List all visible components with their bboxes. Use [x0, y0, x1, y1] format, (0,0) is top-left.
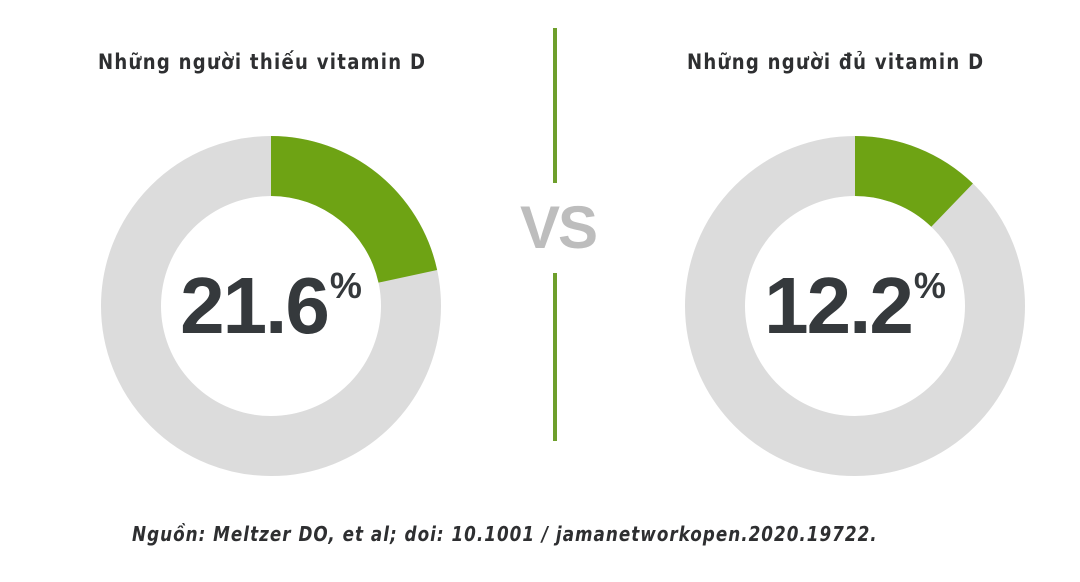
donut-segment-highlight: [271, 136, 438, 283]
vs-label: VS: [519, 194, 598, 261]
divider-line-bottom: [553, 273, 557, 441]
center-value: 12.2 %: [685, 136, 1025, 476]
percent-sign: %: [913, 265, 946, 306]
donut-segment-highlight: [855, 136, 973, 227]
divider-line-top: [553, 28, 557, 183]
right-chart-title: Những người đủ vitamin D: [687, 50, 985, 74]
percent-sign: %: [329, 265, 362, 306]
center-value: 21.6 %: [101, 136, 441, 476]
left-chart-title: Những người thiếu vitamin D: [98, 50, 427, 74]
donut-chart-deficient: 21.6 %: [101, 136, 441, 476]
donut-svg: [685, 136, 1025, 476]
value-number: 12.2: [764, 261, 914, 350]
source-citation: Nguồn: Meltzer DO, et al; doi: 10.1001 /…: [132, 522, 878, 546]
donut-chart-sufficient: 12.2 %: [685, 136, 1025, 476]
value-number: 21.6: [180, 261, 330, 350]
donut-svg: [101, 136, 441, 476]
